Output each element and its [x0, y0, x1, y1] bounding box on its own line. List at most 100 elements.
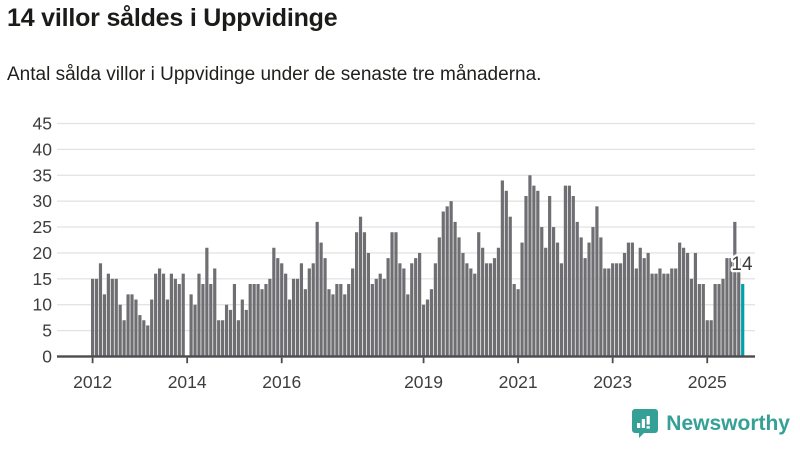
bar — [272, 247, 276, 357]
bar — [563, 185, 567, 357]
bar — [268, 278, 272, 357]
bar — [288, 299, 292, 357]
x-axis-tick — [91, 357, 94, 364]
bar — [315, 221, 319, 357]
bar — [291, 278, 296, 357]
bar — [362, 232, 367, 357]
bar — [142, 320, 146, 357]
bar — [138, 315, 142, 357]
bar — [421, 304, 426, 357]
bar — [524, 195, 528, 357]
bar — [98, 263, 103, 357]
bar — [343, 294, 347, 357]
x-axis-tick-label: 2016 — [262, 372, 301, 392]
gridline — [57, 174, 755, 176]
bar — [705, 320, 709, 357]
bar — [512, 284, 516, 357]
bar — [587, 242, 591, 357]
y-axis-tick-label: 15 — [33, 269, 52, 289]
bar — [284, 273, 288, 357]
bar — [701, 284, 705, 357]
bar — [492, 258, 497, 357]
bar — [201, 284, 205, 357]
bar — [532, 185, 536, 357]
bar — [276, 258, 280, 357]
bar — [146, 325, 150, 357]
gridline — [57, 252, 755, 254]
bar — [473, 273, 477, 357]
bar — [118, 304, 122, 357]
bar — [102, 294, 107, 357]
bar — [260, 289, 264, 357]
bar — [425, 299, 430, 357]
bar — [630, 242, 634, 357]
bar — [626, 242, 631, 357]
bar — [394, 232, 398, 357]
bar — [599, 237, 603, 357]
bar — [603, 268, 607, 357]
bar — [654, 273, 658, 357]
bar — [197, 273, 201, 357]
bar — [634, 268, 638, 357]
bar — [709, 320, 713, 357]
x-axis-tick-label: 2025 — [688, 372, 727, 392]
gridline — [57, 329, 755, 332]
bar — [378, 273, 382, 357]
x-axis-tick-label: 2019 — [404, 372, 443, 392]
bar — [433, 263, 437, 357]
bar — [351, 268, 355, 357]
bar — [595, 206, 599, 357]
brand-name: Newsworthy — [666, 411, 790, 435]
bar — [485, 263, 489, 357]
bar — [335, 284, 339, 357]
bar — [418, 252, 422, 357]
y-axis-tick-label: 35 — [33, 165, 52, 185]
gridline — [57, 278, 755, 280]
bar — [666, 273, 670, 357]
bar — [311, 263, 315, 357]
bar — [339, 284, 343, 357]
bar — [449, 201, 453, 357]
bar — [567, 185, 571, 357]
bar — [390, 232, 394, 357]
y-axis-tick-label: 20 — [33, 243, 53, 263]
bar — [224, 304, 229, 357]
bar — [571, 195, 575, 357]
bar — [319, 242, 323, 357]
bar — [240, 299, 244, 357]
bar — [402, 268, 406, 357]
bar — [165, 299, 170, 357]
x-axis-tick-label: 2012 — [73, 372, 112, 392]
bar — [347, 284, 351, 357]
bar — [528, 175, 532, 357]
bar — [551, 227, 556, 357]
bar — [622, 252, 627, 357]
bar — [481, 247, 485, 357]
bar — [299, 263, 304, 357]
bar — [725, 258, 729, 357]
bar — [189, 294, 193, 357]
bar — [228, 309, 233, 357]
bar — [544, 247, 548, 357]
bar — [252, 284, 256, 357]
gridline — [57, 148, 755, 151]
bar — [213, 268, 217, 357]
bar — [221, 320, 225, 357]
bar — [642, 258, 646, 357]
bar — [406, 294, 410, 357]
bar — [429, 289, 434, 357]
bar — [130, 294, 134, 357]
bar — [575, 221, 579, 357]
bar — [465, 263, 469, 357]
bar — [713, 284, 717, 357]
bar — [733, 221, 737, 357]
bar — [169, 273, 173, 357]
bar — [555, 242, 560, 357]
x-axis-tick-label: 2014 — [168, 372, 207, 392]
bar — [331, 294, 335, 357]
bar — [504, 190, 508, 357]
gridline — [57, 122, 755, 125]
bar — [445, 206, 449, 357]
bar — [122, 320, 126, 357]
bar — [453, 221, 457, 357]
